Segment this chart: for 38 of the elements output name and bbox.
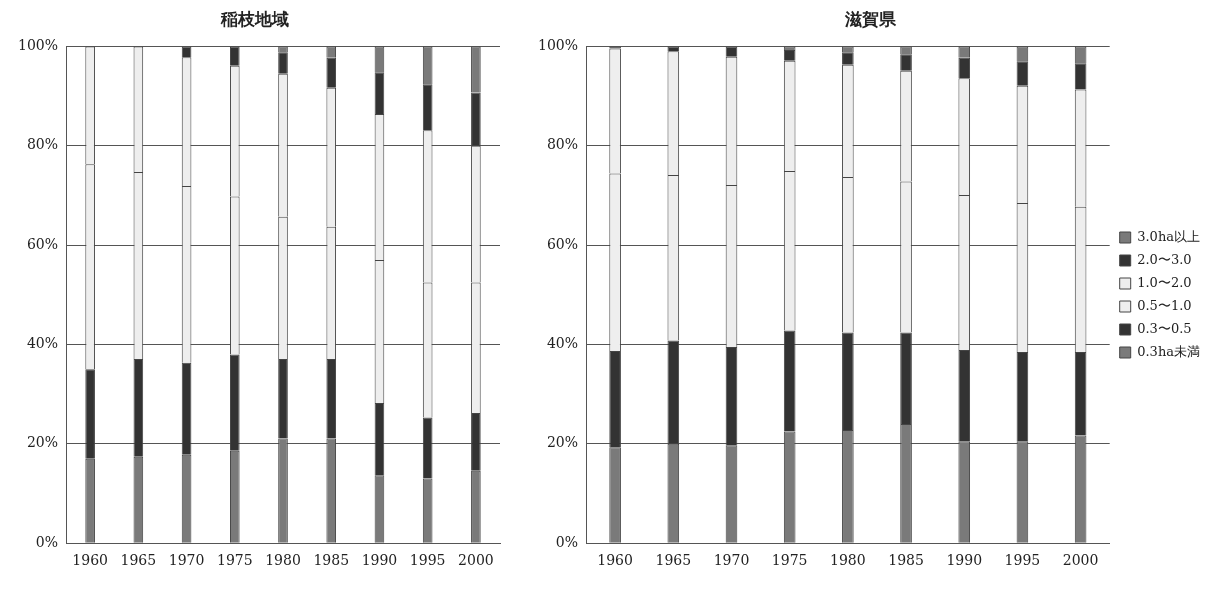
legend-label: 2.0〜3.0 bbox=[1137, 251, 1192, 267]
y-tick-label: 40% bbox=[546, 335, 579, 352]
y-tick-label: 40% bbox=[26, 335, 59, 352]
x-tick-label: 1980 bbox=[830, 552, 866, 569]
x-tick-label: 1975 bbox=[771, 552, 808, 569]
x-tick-label: 2000 bbox=[458, 552, 494, 569]
x-tick-label: 1985 bbox=[313, 552, 350, 569]
x-tick-label: 1975 bbox=[216, 552, 253, 569]
x-tick-label: 1960 bbox=[597, 552, 633, 569]
y-tick-label: 20% bbox=[546, 434, 579, 451]
y-tick-label: 80% bbox=[26, 136, 59, 153]
x-tick-label: 1990 bbox=[361, 552, 398, 569]
y-tick-label: 20% bbox=[26, 434, 59, 451]
x-tick-label: 1970 bbox=[168, 552, 205, 569]
legend-label: 0.3ha未満 bbox=[1137, 343, 1201, 359]
x-tick-label: 1980 bbox=[265, 552, 301, 569]
chart-title: 稲枝地域 bbox=[220, 8, 289, 29]
x-tick-label: 1990 bbox=[946, 552, 983, 569]
y-tick-label: 60% bbox=[546, 235, 579, 252]
x-tick-label: 1970 bbox=[713, 552, 750, 569]
legend-label: 0.5〜1.0 bbox=[1137, 297, 1192, 313]
y-tick-label: 0% bbox=[555, 533, 579, 550]
chart-title: 滋賀県 bbox=[843, 8, 897, 29]
x-tick-label: 1985 bbox=[888, 552, 924, 569]
x-tick-label: 1995 bbox=[409, 552, 446, 569]
legend-label: 0.3〜0.5 bbox=[1137, 320, 1192, 336]
y-tick-label: 0% bbox=[35, 533, 59, 550]
y-tick-label: 80% bbox=[546, 136, 579, 153]
y-tick-label: 100% bbox=[537, 37, 579, 54]
x-tick-label: 1965 bbox=[655, 552, 692, 569]
legend-label: 3.0ha以上 bbox=[1137, 228, 1201, 244]
y-tick-label: 100% bbox=[17, 37, 59, 54]
x-tick-label: 1960 bbox=[72, 552, 108, 569]
x-tick-label: 1995 bbox=[1004, 552, 1041, 569]
x-tick-label: 1965 bbox=[120, 552, 157, 569]
x-tick-label: 2000 bbox=[1062, 552, 1099, 569]
legend-label: 1.0〜2.0 bbox=[1137, 274, 1192, 290]
y-tick-label: 60% bbox=[26, 235, 59, 252]
